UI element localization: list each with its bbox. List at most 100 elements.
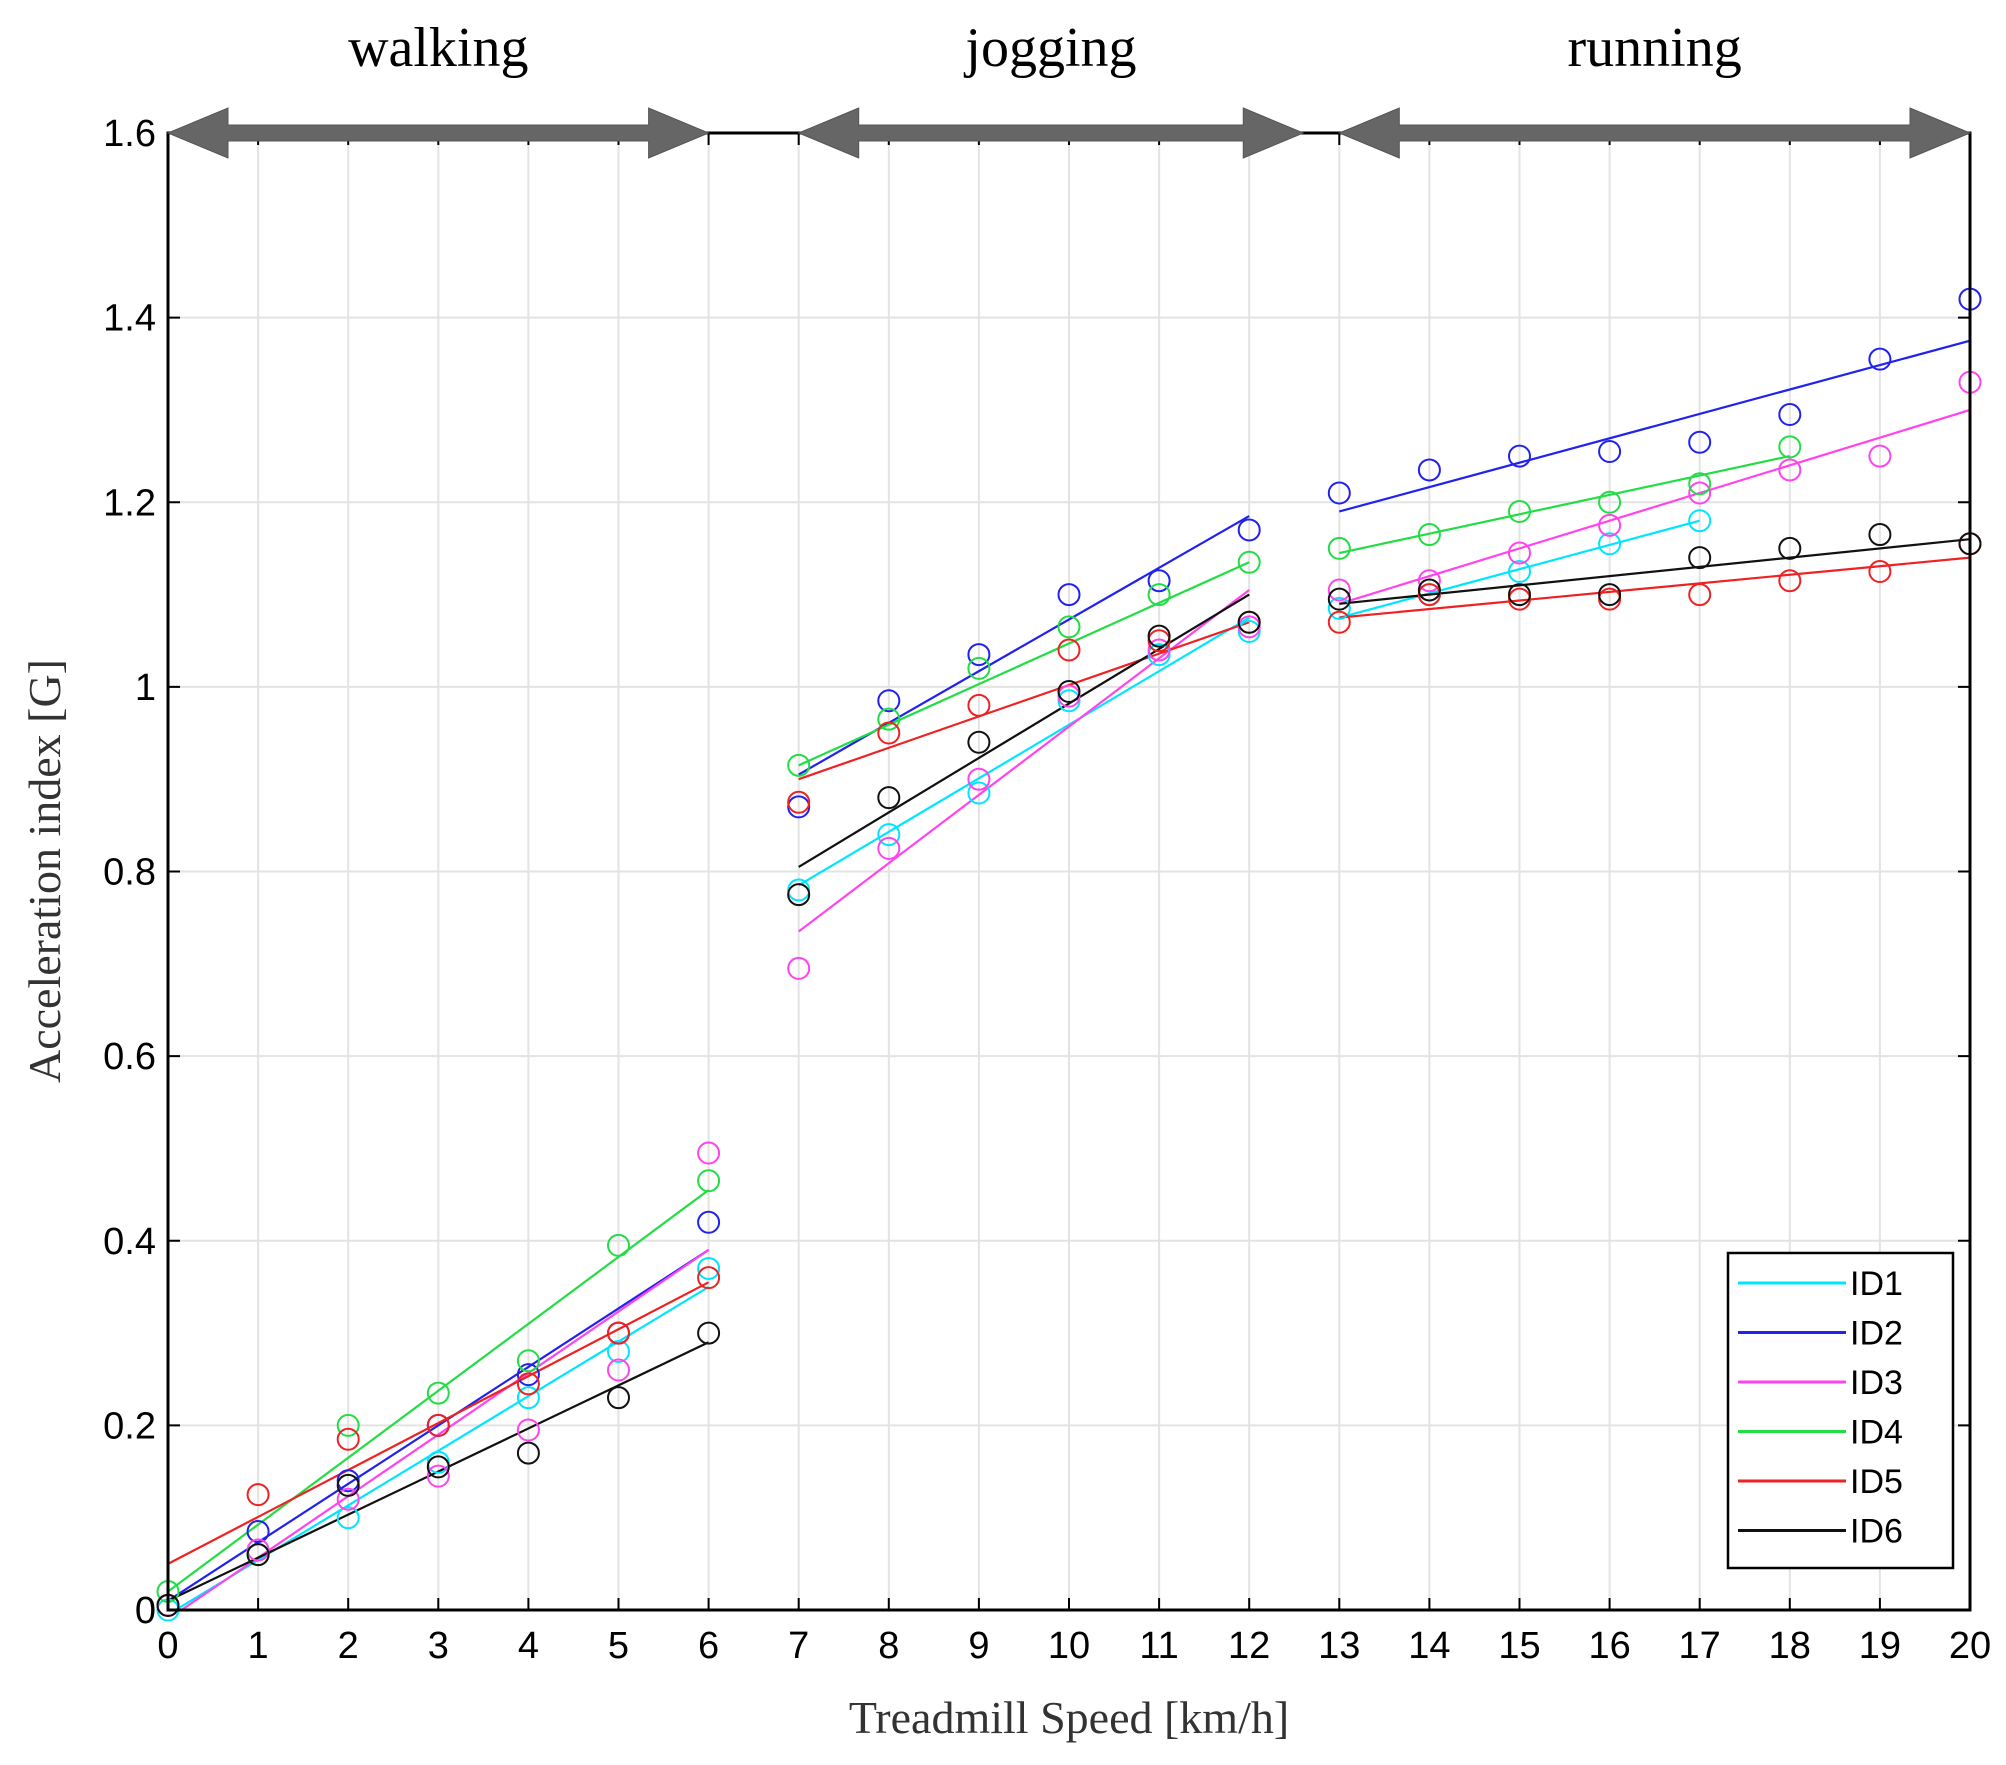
data-point-id6 <box>246 1543 270 1567</box>
data-point-id6 <box>877 786 901 810</box>
data-point-id2 <box>1417 458 1441 482</box>
data-point-id4 <box>1598 490 1622 514</box>
data-point-id5 <box>1327 610 1351 634</box>
legend-label-id2: ID2 <box>1850 1315 1903 1353</box>
legend-label-id1: ID1 <box>1850 1265 1903 1303</box>
phase-arrows: walking jogging running <box>166 17 1972 159</box>
x-tick-label: 20 <box>1949 1625 1991 1667</box>
data-point-id3 <box>1688 481 1712 505</box>
x-tick-label: 2 <box>338 1625 359 1667</box>
data-point-id5 <box>246 1483 270 1507</box>
data-point-id4 <box>967 656 991 680</box>
fit-line-id2 <box>1339 339 1970 513</box>
data-point-id6 <box>1868 523 1892 547</box>
data-point-id4 <box>607 1233 630 1257</box>
data-point-id2 <box>516 1363 540 1387</box>
fit-line-id1 <box>798 616 1250 887</box>
data-point-id2 <box>1147 569 1171 593</box>
y-axis-label: Acceleration index [G] <box>19 659 70 1083</box>
data-point-id1 <box>1327 596 1351 620</box>
data-point-id3 <box>697 1141 721 1165</box>
data-point-id3 <box>1778 458 1802 482</box>
data-point-id4 <box>1327 536 1351 560</box>
y-tick-label: 1.2 <box>103 482 156 524</box>
data-point-id3 <box>967 767 991 791</box>
fit-lines <box>168 339 1970 1610</box>
grid-lines <box>167 132 1971 1611</box>
data-point-id1 <box>1688 509 1712 533</box>
fit-line-id5 <box>798 621 1250 781</box>
data-point-id6 <box>1237 610 1261 634</box>
data-point-id4 <box>336 1413 360 1437</box>
legend-label-id5: ID5 <box>1850 1463 1903 1501</box>
data-point-id5 <box>967 693 991 717</box>
y-tick-label: 1.6 <box>103 113 156 155</box>
data-point-id6 <box>426 1455 450 1479</box>
data-point-id3 <box>516 1418 540 1442</box>
data-point-id6 <box>1327 587 1351 611</box>
data-point-id3 <box>426 1464 450 1488</box>
data-point-id5 <box>697 1266 721 1290</box>
data-point-id2 <box>1598 439 1622 463</box>
data-point-id1 <box>336 1506 360 1530</box>
data-point-id4 <box>1417 523 1441 547</box>
fit-line-id4 <box>798 561 1250 767</box>
phase-arrow-jogging <box>797 107 1305 159</box>
data-point-id3 <box>607 1358 630 1382</box>
y-tick-label: 0.2 <box>103 1405 156 1447</box>
data-point-id6 <box>697 1321 721 1345</box>
phase-label-walking: walking <box>348 17 528 79</box>
legend: ID1 ID2 ID3 ID4 ID5 ID6 <box>1726 1251 1955 1570</box>
data-point-id3 <box>1147 638 1171 662</box>
data-point-id2 <box>1688 430 1712 454</box>
data-point-id4 <box>1147 583 1171 607</box>
data-point-id1 <box>516 1386 540 1410</box>
data-point-id2 <box>1057 583 1081 607</box>
data-point-id5 <box>787 790 811 814</box>
data-point-id5 <box>1778 569 1802 593</box>
fit-line-id4 <box>1339 455 1791 555</box>
data-point-id6 <box>1508 583 1531 607</box>
data-point-id5 <box>877 721 901 745</box>
data-point-id4 <box>1237 550 1261 574</box>
data-point-id4 <box>787 753 811 777</box>
phase-label-jogging: jogging <box>963 17 1136 79</box>
data-point-id6 <box>787 883 811 907</box>
fit-line-id6 <box>798 593 1250 868</box>
data-point-id1 <box>967 781 991 805</box>
data-point-id4 <box>697 1169 721 1193</box>
data-point-id2 <box>1327 481 1351 505</box>
data-point-id4 <box>1508 499 1531 523</box>
data-point-id3 <box>787 956 811 980</box>
data-point-id6 <box>967 730 991 754</box>
data-point-id5 <box>1868 559 1892 583</box>
data-point-id5 <box>516 1372 540 1396</box>
data-point-id1 <box>1508 559 1531 583</box>
data-point-id6 <box>1147 624 1171 648</box>
y-tick-label: 1.4 <box>103 298 156 340</box>
y-tick-label: 0 <box>135 1590 156 1632</box>
data-point-id3 <box>877 836 901 860</box>
data-point-id6 <box>516 1441 540 1465</box>
fit-line-id6 <box>168 1341 710 1602</box>
x-tick-label: 16 <box>1588 1625 1630 1667</box>
data-point-id2 <box>1778 403 1802 427</box>
legend-label-id6: ID6 <box>1850 1513 1903 1551</box>
y-tick-label: 1 <box>135 667 156 709</box>
data-point-id6 <box>1417 578 1441 602</box>
x-tick-label: 11 <box>1139 1625 1178 1667</box>
data-point-id2 <box>1237 518 1261 542</box>
data-point-id5 <box>426 1413 450 1437</box>
data-point-id3 <box>1868 444 1892 468</box>
x-tick-label: 10 <box>1048 1625 1090 1667</box>
x-tick-label: 1 <box>248 1625 269 1667</box>
data-point-id2 <box>1868 347 1892 371</box>
x-tick-label: 9 <box>968 1625 989 1667</box>
data-point-id2 <box>967 643 991 667</box>
data-point-id4 <box>1688 472 1712 496</box>
fit-line-id5 <box>1339 556 1970 619</box>
x-tick-label: 8 <box>878 1625 899 1667</box>
data-points <box>156 287 1982 1622</box>
data-point-id2 <box>246 1520 270 1544</box>
phase-arrow-running <box>1338 107 1972 159</box>
